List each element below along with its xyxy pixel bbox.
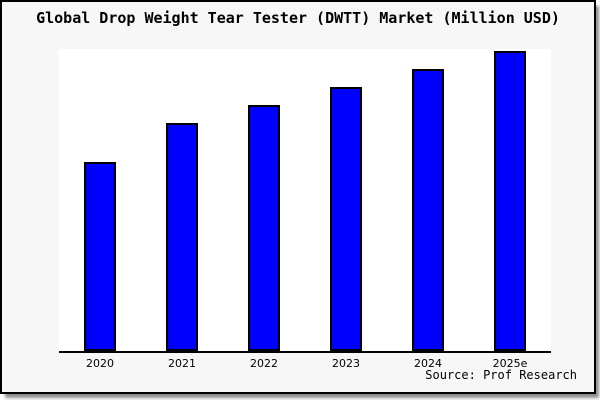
bar-slot-2025e	[469, 49, 551, 351]
source-credit: Source: Prof Research	[425, 368, 577, 382]
bar-slot-2021	[141, 49, 223, 351]
bar-2024	[412, 69, 444, 351]
bar-slot-2024	[387, 49, 469, 351]
bar-2025e	[494, 51, 526, 351]
x-label-2020: 2020	[86, 357, 114, 370]
x-label-2025e: 2025e	[492, 357, 528, 370]
bar-slot-2020	[59, 49, 141, 351]
plot-area	[59, 49, 551, 353]
chart-card: Global Drop Weight Tear Tester (DWTT) Ma…	[0, 0, 596, 394]
bar-2023	[330, 87, 362, 351]
bar-slot-2023	[305, 49, 387, 351]
x-label-2023: 2023	[332, 357, 360, 370]
x-label-2021: 2021	[168, 357, 196, 370]
bar-2021	[166, 123, 198, 351]
x-label-2024: 2024	[414, 357, 442, 370]
x-label-2022: 2022	[250, 357, 278, 370]
bar-2020	[84, 162, 116, 351]
x-axis-labels: 2020 2021 2022 2023 2024 2025e	[59, 357, 551, 371]
bar-2022	[248, 105, 280, 351]
bar-slot-2022	[223, 49, 305, 351]
bars-container	[59, 49, 551, 351]
chart-title: Global Drop Weight Tear Tester (DWTT) Ma…	[36, 9, 560, 27]
